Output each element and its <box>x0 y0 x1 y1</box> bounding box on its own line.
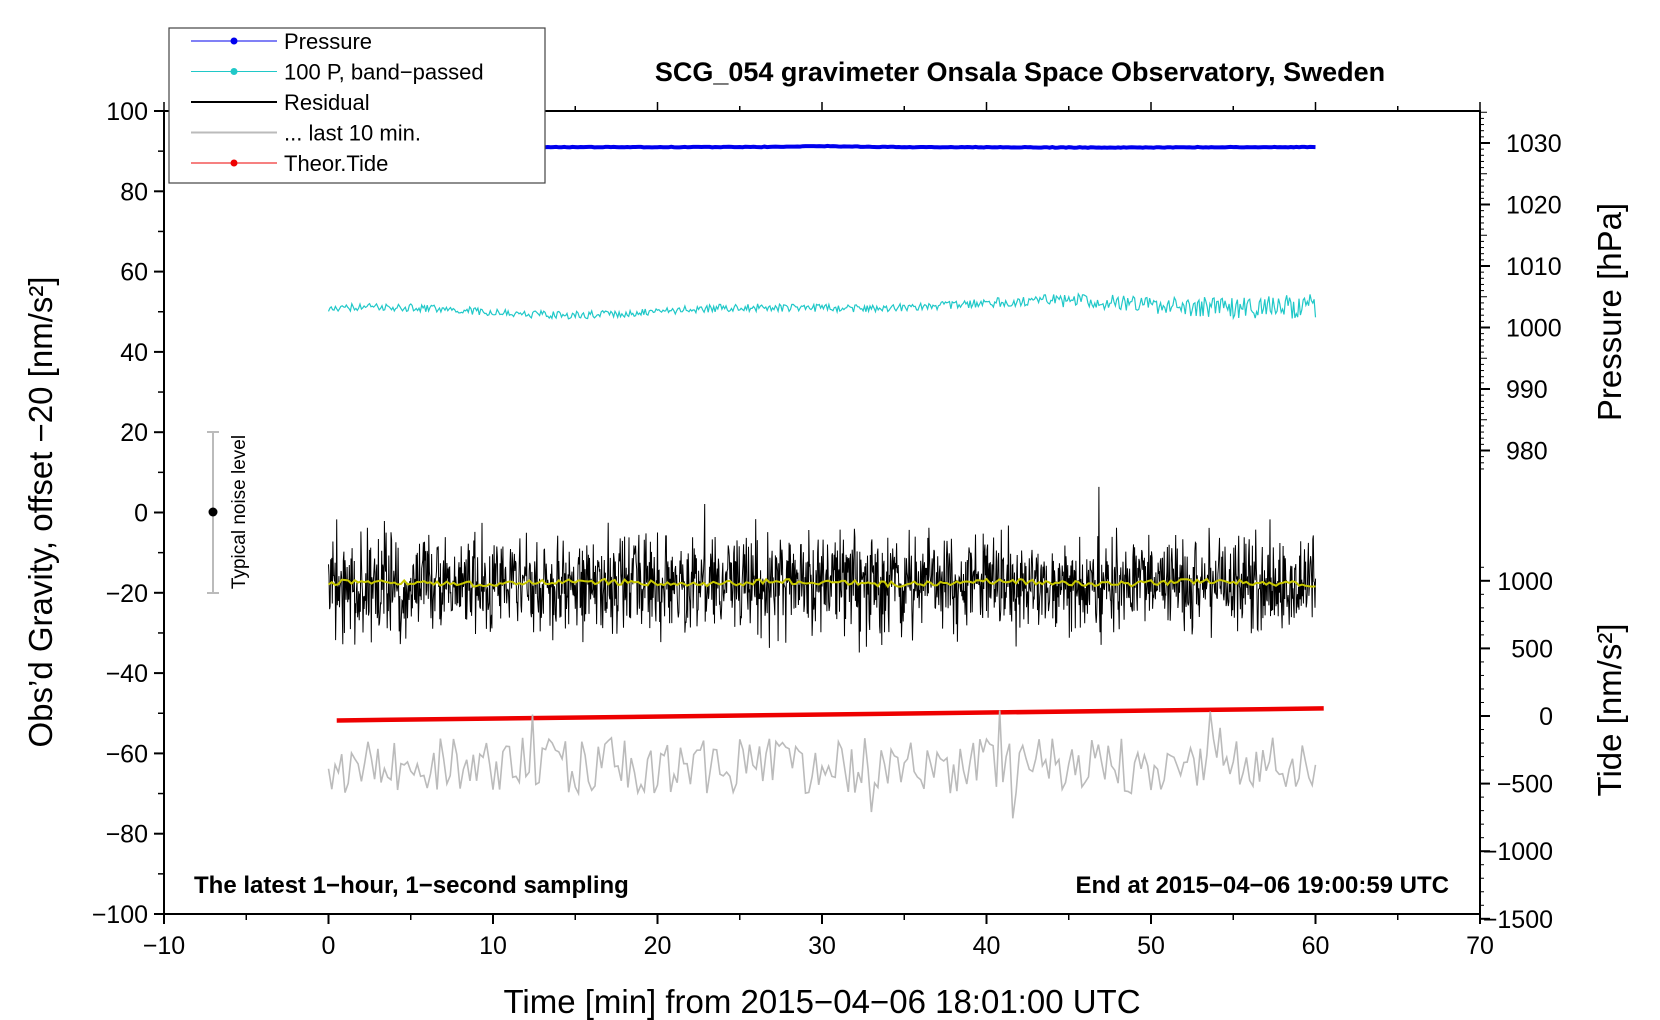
legend-swatch-dot <box>230 159 238 167</box>
legend-label: Theor.Tide <box>284 151 388 176</box>
p-tick-label: 980 <box>1506 438 1548 466</box>
residual-series-line <box>328 486 1316 653</box>
noise-dot <box>208 507 218 517</box>
bandpassed-pressure-line <box>327 292 1317 321</box>
x-tick-label: 60 <box>1302 932 1330 960</box>
x-tick-label: 10 <box>479 932 507 960</box>
y-tick-label: 20 <box>120 419 148 447</box>
chart-title: SCG_054 gravimeter Onsala Space Observat… <box>655 57 1385 87</box>
noise-level-indicator: Typical noise level <box>207 431 250 594</box>
y-tick-label: 100 <box>106 98 148 126</box>
x-tick-label: 40 <box>973 932 1001 960</box>
y-tick-label: −20 <box>106 580 148 608</box>
last-10-min-line <box>327 710 1317 819</box>
annotation-end-time: End at 2015−04−06 19:00:59 UTC <box>1075 872 1449 899</box>
y-axis-pressure: 1030 1020 1010 1000 990 980 <box>1480 111 1562 470</box>
annotation-sampling: The latest 1−hour, 1−second sampling <box>194 872 629 899</box>
tide-axis-title: Tide [nm/s²] <box>1591 624 1628 797</box>
legend-label: ... last 10 min. <box>284 121 421 146</box>
x-axis: −10 0 10 20 30 40 50 60 70 <box>143 102 1494 960</box>
x-tick-label: −10 <box>143 932 185 960</box>
legend-swatch-dot <box>230 68 238 75</box>
t-tick-label: −1000 <box>1483 838 1553 866</box>
x-tick-label: 70 <box>1466 932 1494 960</box>
x-tick-label: 0 <box>322 932 336 960</box>
pressure-axis-title: Pressure [hPa] <box>1591 203 1628 421</box>
t-tick-label: −1500 <box>1483 906 1553 934</box>
legend-label: 100 P, band−passed <box>284 60 484 85</box>
theoretical-tide-line <box>336 706 1324 723</box>
noise-label: Typical noise level <box>229 435 250 589</box>
t-tick-label: 1000 <box>1497 568 1553 596</box>
y-tick-label: 80 <box>120 178 148 206</box>
t-tick-label: −500 <box>1497 771 1553 799</box>
y-tick-label: −80 <box>106 821 148 849</box>
p-tick-label: 1010 <box>1506 253 1562 281</box>
legend-box <box>168 27 546 184</box>
y-tick-label: 0 <box>134 500 148 528</box>
y-axis-title: Obs’d Gravity, offset −20 [nm/s²] <box>22 276 59 747</box>
legend-label: Pressure <box>284 29 372 54</box>
p-tick-label: 1000 <box>1506 315 1562 343</box>
t-tick-label: 0 <box>1539 703 1553 731</box>
y-axis-gravity: 100 80 60 40 20 0 −20 −40 −60 −80 −100 <box>92 98 164 929</box>
y-tick-label: −100 <box>92 901 148 929</box>
p-tick-label: 990 <box>1506 376 1548 404</box>
p-tick-label: 1030 <box>1506 130 1562 158</box>
residual-smoothed-line <box>327 577 1316 589</box>
x-tick-label: 30 <box>808 932 836 960</box>
y-axis-tide: 1000 500 0 −500 −1000 −1500 <box>1480 566 1553 934</box>
t-tick-label: 500 <box>1511 635 1553 663</box>
x-tick-label: 20 <box>644 932 672 960</box>
legend-swatch-dot <box>230 37 238 45</box>
x-tick-label: 50 <box>1137 932 1165 960</box>
legend: Pressure 100 P, band−passed Residual ... la… <box>168 27 546 184</box>
x-axis-title: Time [min] from 2015−04−06 18:01:00 UTC <box>503 983 1140 1020</box>
legend-label: Residual <box>284 90 370 115</box>
y-tick-label: 60 <box>120 259 148 287</box>
y-tick-label: 40 <box>120 339 148 367</box>
y-tick-label: −40 <box>106 660 148 688</box>
y-tick-label: −60 <box>106 740 148 768</box>
p-tick-label: 1020 <box>1506 192 1562 220</box>
